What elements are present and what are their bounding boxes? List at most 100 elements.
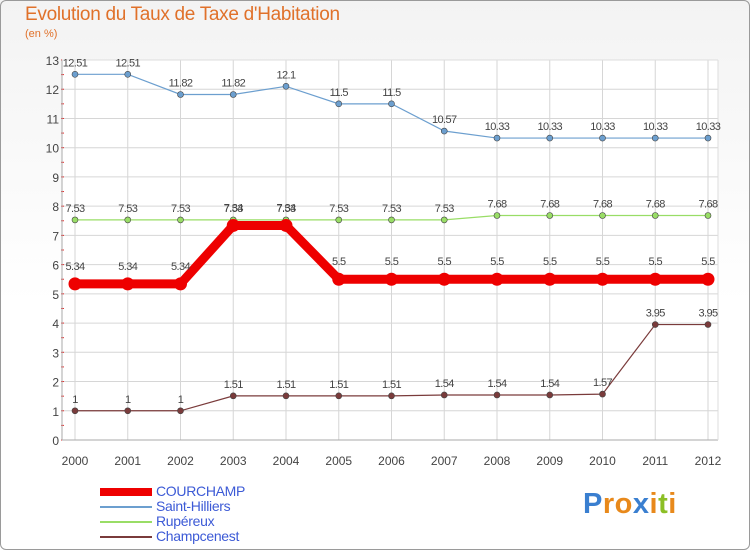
data-label-rup-reux: 7.68: [540, 199, 559, 211]
data-label-saint-hilliers: 10.33: [485, 121, 510, 133]
point-courchamp: [332, 272, 346, 286]
data-label-rup-reux: 7.53: [382, 203, 401, 215]
data-label-champcenest: 1.54: [540, 378, 559, 390]
data-label-courchamp: 5.34: [171, 261, 190, 273]
chart-subtitle: (en %): [25, 28, 58, 40]
data-label-rup-reux: 7.53: [276, 203, 295, 215]
data-label-saint-hilliers: 11.5: [382, 87, 401, 99]
point-courchamp: [490, 272, 504, 286]
point-courchamp: [68, 277, 82, 291]
point-courchamp: [701, 272, 715, 286]
data-label-saint-hilliers: 11.82: [221, 77, 245, 89]
y-tick-label: 7: [52, 229, 59, 243]
point-courchamp: [385, 272, 398, 286]
data-label-courchamp: 5.5: [649, 256, 663, 268]
point-champcenest: [282, 392, 290, 400]
point-rup-reux: [493, 212, 501, 219]
data-label-champcenest: 1.54: [487, 378, 506, 390]
data-label-rup-reux: 7.68: [698, 199, 717, 211]
point-champcenest: [177, 407, 184, 415]
data-label-courchamp: 7.34: [224, 202, 243, 214]
point-saint-hilliers: [704, 134, 712, 142]
legend-label: Saint-Hilliers: [156, 498, 231, 514]
data-label-saint-hilliers: 10.33: [696, 121, 721, 133]
point-courchamp: [648, 272, 662, 286]
point-saint-hilliers: [229, 91, 237, 98]
point-courchamp: [226, 218, 240, 232]
y-tick-label: 13: [46, 54, 60, 68]
point-champcenest: [704, 321, 712, 328]
point-champcenest: [229, 392, 237, 400]
logo-letter: i: [649, 488, 659, 520]
x-tick-label: 2009: [536, 454, 563, 468]
point-courchamp: [279, 218, 293, 232]
data-label-saint-hilliers: 12.51: [115, 57, 140, 69]
point-saint-hilliers: [388, 100, 395, 108]
data-label-rup-reux: 7.53: [118, 203, 137, 215]
y-tick-label: 0: [52, 434, 59, 448]
y-tick-label: 6: [52, 259, 59, 273]
point-saint-hilliers: [71, 71, 79, 78]
point-saint-hilliers: [493, 134, 501, 142]
data-label-courchamp: 5.5: [438, 256, 452, 268]
point-courchamp: [437, 272, 451, 286]
data-label-saint-hilliers: 11.5: [330, 87, 349, 99]
point-rup-reux: [124, 216, 132, 224]
point-champcenest: [440, 391, 448, 399]
data-label-champcenest: 1.51: [276, 379, 295, 391]
x-tick-label: 2007: [431, 454, 458, 468]
data-label-rup-reux: 7.53: [329, 203, 348, 215]
data-label-champcenest: 1.54: [435, 378, 454, 390]
point-champcenest: [71, 407, 79, 415]
data-label-champcenest: 1: [72, 394, 78, 406]
point-rup-reux: [388, 216, 395, 224]
point-champcenest: [388, 392, 395, 400]
point-saint-hilliers: [177, 91, 184, 98]
logo-letter: P: [583, 488, 603, 520]
point-champcenest: [599, 390, 606, 398]
legend-swatch: [100, 536, 152, 538]
data-label-courchamp: 5.5: [332, 256, 346, 268]
data-label-champcenest: 1.51: [329, 379, 348, 391]
data-label-courchamp: 5.5: [596, 256, 610, 268]
data-label-saint-hilliers: 10.33: [590, 121, 615, 133]
point-champcenest: [493, 391, 501, 399]
logo-letter: t: [658, 488, 669, 520]
logo-letter: x: [632, 488, 650, 520]
proxiti-logo: Proxiti: [583, 488, 677, 521]
data-label-champcenest: 3.95: [698, 308, 717, 320]
data-label-champcenest: 1: [178, 394, 184, 406]
logo-letter: r: [602, 488, 615, 520]
data-label-saint-hilliers: 10.33: [537, 121, 562, 133]
x-tick-label: 2003: [220, 454, 247, 468]
x-tick-label: 2002: [167, 454, 194, 468]
data-label-rup-reux: 7.68: [593, 199, 612, 211]
data-label-saint-hilliers: 12.1: [276, 69, 295, 81]
data-label-rup-reux: 7.53: [435, 203, 454, 215]
point-saint-hilliers: [651, 134, 659, 142]
data-label-courchamp: 5.5: [385, 256, 399, 268]
logo-letter: o: [614, 488, 633, 520]
y-tick-label: 3: [52, 346, 59, 360]
data-label-courchamp: 5.5: [701, 256, 715, 268]
data-label-courchamp: 5.5: [543, 256, 557, 268]
data-label-courchamp: 7.34: [276, 202, 295, 214]
logo-letter: i: [668, 488, 677, 520]
y-tick-label: 12: [46, 83, 60, 97]
data-label-saint-hilliers: 10.57: [432, 114, 457, 126]
chart-title: Evolution du Taux de Taxe d'Habitation: [25, 4, 340, 25]
point-champcenest: [546, 391, 554, 399]
point-rup-reux: [177, 216, 184, 224]
data-label-champcenest: 1.51: [382, 379, 401, 391]
point-champcenest: [651, 321, 659, 328]
data-label-champcenest: 1: [125, 394, 131, 406]
point-courchamp: [174, 277, 187, 291]
x-tick-label: 2012: [695, 454, 722, 468]
data-label-saint-hilliers: 12.51: [63, 57, 88, 69]
data-label-saint-hilliers: 10.33: [643, 121, 668, 133]
data-label-rup-reux: 7.53: [65, 203, 84, 215]
point-rup-reux: [335, 216, 343, 224]
x-tick-label: 2001: [114, 454, 141, 468]
x-tick-label: 2011: [642, 454, 668, 468]
x-tick-label: 2008: [484, 454, 511, 468]
